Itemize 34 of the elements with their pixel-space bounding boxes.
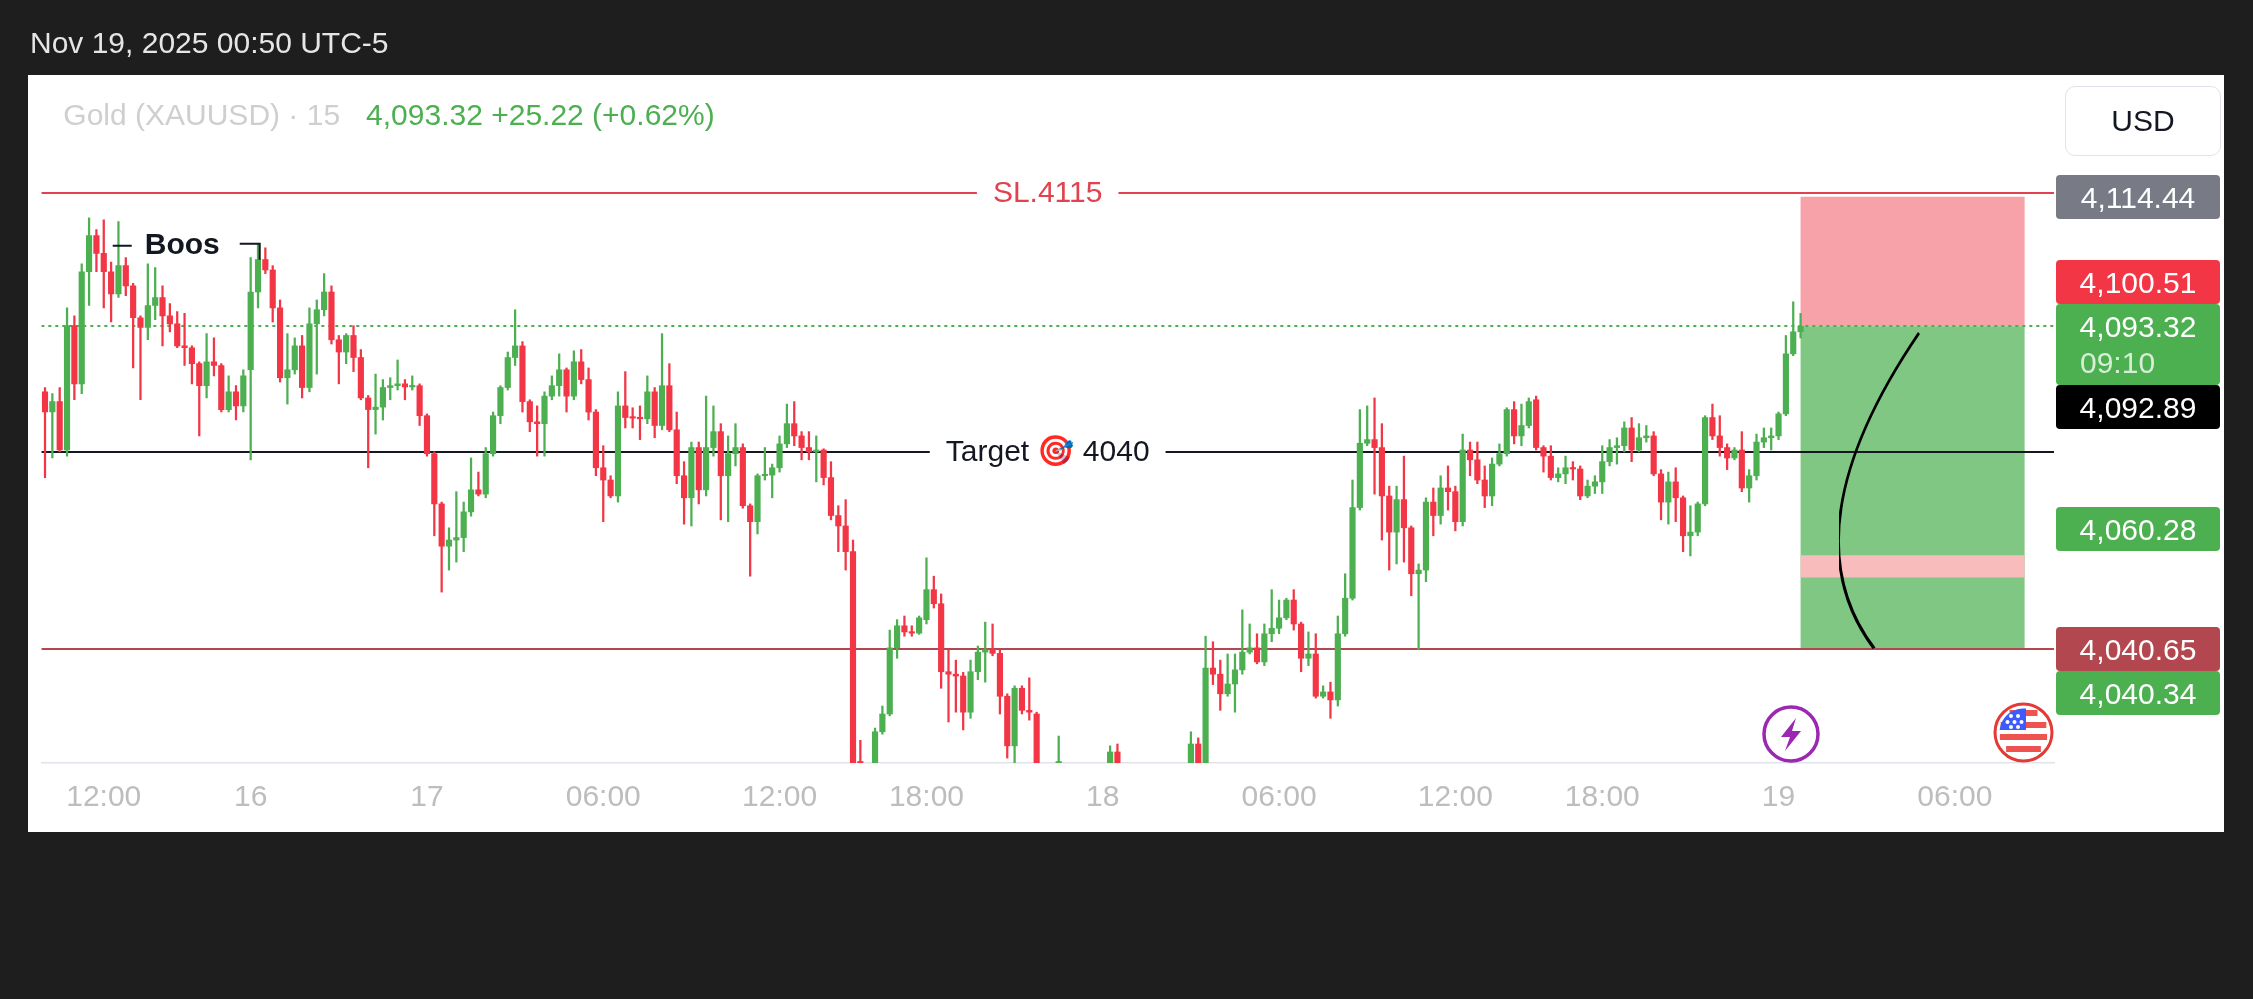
candlestick xyxy=(1224,653,1231,697)
x-tick-label: 19 xyxy=(1761,779,1796,813)
text: 4,040.34 xyxy=(2056,670,2220,715)
candlestick xyxy=(1562,455,1569,485)
annotation: Boos xyxy=(144,227,220,261)
text: 09:10 xyxy=(2079,346,2157,382)
x-tick-label: 17 xyxy=(410,779,444,813)
x-tick-label: 16 xyxy=(233,779,268,813)
ref-line-label: Target 🎯 4040 xyxy=(945,434,1150,468)
candlestick xyxy=(159,285,166,347)
ref-line-label: 4,093.32 xyxy=(2079,310,2197,344)
x-tick-label: 06:00 xyxy=(565,779,641,813)
candlestick xyxy=(372,373,379,435)
candlestick xyxy=(1305,631,1312,666)
x-tick-label: 12:00 xyxy=(66,779,142,813)
ref-line-label: SL.4115 xyxy=(992,175,1103,209)
candlestick xyxy=(284,333,291,405)
x-tick-label: 18:00 xyxy=(888,779,964,813)
annotation: 4,093.32 +25.22 (+0.62%) xyxy=(366,98,715,132)
y-tick-label: 4,060.28 xyxy=(2056,506,2220,551)
x-tick-label: 18 xyxy=(1086,779,1120,813)
x-tick-label: 06:00 xyxy=(1241,779,1317,813)
candlestick xyxy=(475,471,482,497)
y-tick-label: 4,100.51 xyxy=(2056,260,2220,305)
x-tick-label: 06:00 xyxy=(1917,779,1993,813)
x-tick-label: 12:00 xyxy=(1417,779,1493,813)
y-axis-title: USD xyxy=(2065,86,2221,156)
x-tick-label: 18:00 xyxy=(1564,779,1640,813)
text: 4,092.89 xyxy=(2056,385,2220,430)
band-label: 4,114.44 xyxy=(2056,174,2220,219)
x-tick-label: 12:00 xyxy=(742,779,818,813)
candlestick xyxy=(1327,681,1334,719)
chart-subtitle: Nov 19, 2025 00:50 UTC-5 xyxy=(30,25,389,61)
ref-line-label: 4,040.65 xyxy=(2056,626,2220,671)
